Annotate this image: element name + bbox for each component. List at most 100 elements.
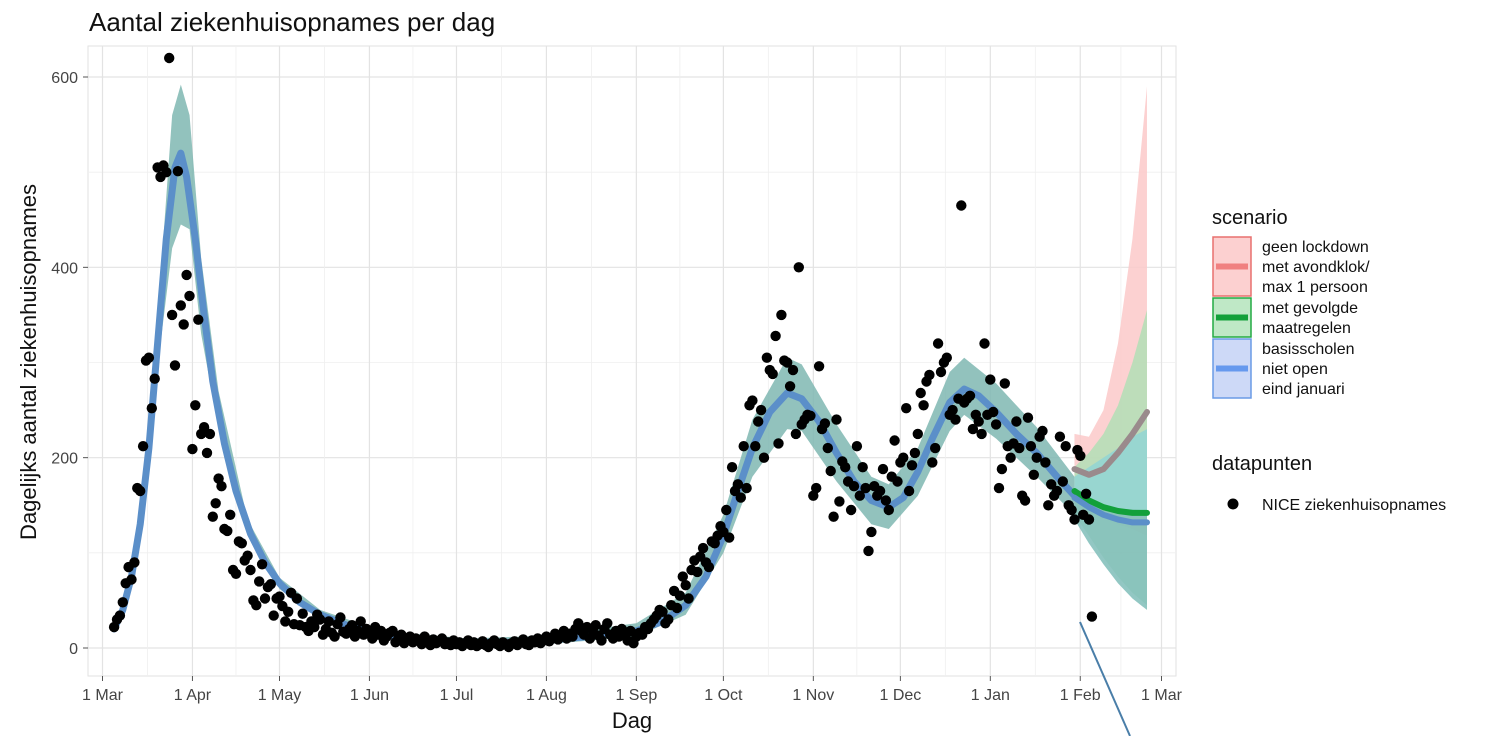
data-point [918, 400, 929, 411]
data-point [1080, 488, 1092, 499]
data-point [811, 482, 822, 494]
data-point [964, 390, 976, 401]
scenario-no-lockdown-line [1071, 409, 1150, 478]
data-point [114, 610, 126, 621]
data-point [877, 463, 889, 475]
data-point [663, 614, 674, 625]
legend-scenario-entries: geen lockdown met avondklok/ max 1 perso… [1212, 236, 1370, 399]
data-point [1014, 442, 1025, 454]
data-point [323, 616, 334, 627]
data-point [172, 166, 184, 177]
data-point [268, 610, 279, 621]
data-point [979, 338, 990, 349]
data-point [840, 462, 851, 473]
y-tick-label: 0 [69, 641, 78, 658]
data-point [770, 330, 781, 342]
data-point [222, 525, 233, 537]
legend-point-key [1227, 498, 1239, 510]
data-point [251, 600, 262, 611]
data-point [976, 428, 987, 440]
data-point [146, 403, 157, 414]
data-point [915, 387, 926, 399]
data-point [692, 566, 703, 578]
data-point [1028, 469, 1040, 480]
data-point [1075, 450, 1086, 461]
data-point [793, 262, 804, 273]
data-point [1037, 425, 1048, 437]
data-point [735, 492, 746, 503]
data-point [761, 352, 773, 363]
x-tick-label: 1 May [258, 687, 302, 704]
data-point [236, 538, 247, 549]
data-point [274, 591, 285, 602]
x-axis-title: Dag [612, 708, 652, 733]
data-point [674, 590, 686, 601]
data-point [280, 616, 291, 627]
x-tick-label: 1 Jun [350, 687, 389, 704]
legend-scenario-label: met gevolgde [1262, 300, 1358, 317]
data-point [747, 395, 758, 406]
data-point [683, 593, 694, 604]
x-tick-label: 1 Oct [704, 687, 743, 704]
data-point [210, 498, 221, 509]
legend-scenario-label: maatregelen [1262, 320, 1351, 337]
y-axis-title: Dagelijks aantal ziekenhuisopnames [16, 184, 41, 540]
data-point [892, 476, 903, 487]
data-point [967, 423, 979, 435]
data-point [1019, 495, 1031, 506]
data-point [230, 568, 242, 579]
data-point [242, 550, 253, 561]
x-tick-label: 1 Dec [879, 687, 921, 704]
data-point [1057, 476, 1069, 487]
data-point [773, 438, 784, 449]
data-point [985, 374, 996, 385]
data-point [834, 496, 845, 507]
data-point [857, 462, 868, 473]
legend-points-title: datapunten [1212, 453, 1312, 475]
data-point [805, 410, 816, 421]
data-point [1046, 479, 1057, 490]
data-point [329, 631, 340, 642]
data-point [135, 485, 146, 497]
y-tick-label: 600 [51, 70, 78, 87]
data-point [590, 620, 601, 631]
data-point [906, 460, 918, 471]
data-point [314, 614, 326, 625]
data-point [1005, 452, 1016, 463]
data-point [161, 167, 172, 178]
data-point [584, 633, 596, 644]
legend-scenario-label: max 1 persoon [1262, 279, 1368, 296]
data-point [927, 457, 938, 468]
data-point [355, 616, 366, 627]
data-point [950, 414, 961, 425]
scenario-schools-line [1071, 494, 1150, 526]
data-point [198, 422, 210, 433]
legend-points-label: NICE ziekenhuisopnames [1262, 497, 1446, 514]
data-point [254, 576, 265, 587]
data-point [169, 360, 181, 371]
x-tick-label: 1 Jan [971, 687, 1010, 704]
data-point [898, 452, 909, 463]
data-point [181, 269, 192, 281]
y-tick-label: 400 [51, 260, 78, 277]
data-point [216, 481, 227, 492]
data-point [787, 364, 799, 376]
data-point [866, 526, 877, 538]
annotation-arrow-line [1079, 621, 1131, 736]
data-point [755, 404, 767, 416]
data-point [117, 597, 128, 608]
data-point [848, 481, 860, 492]
x-axis-ticks: 1 Mar 1 Apr 1 May 1 Jun 1 Jul 1 Aug 1 Sep 1 Oct… [82, 676, 1183, 704]
data-point [903, 485, 915, 497]
x-tick-label: 1 Jul [440, 687, 474, 704]
data-point [1040, 457, 1051, 468]
data-point [851, 441, 863, 452]
data-point [602, 618, 613, 629]
data-point [825, 465, 836, 477]
chart-title: Aantal ziekenhuisopnames per dag [89, 7, 495, 37]
data-point [767, 368, 778, 380]
data-point [245, 564, 256, 576]
data-point [225, 509, 236, 520]
data-point [860, 482, 871, 494]
